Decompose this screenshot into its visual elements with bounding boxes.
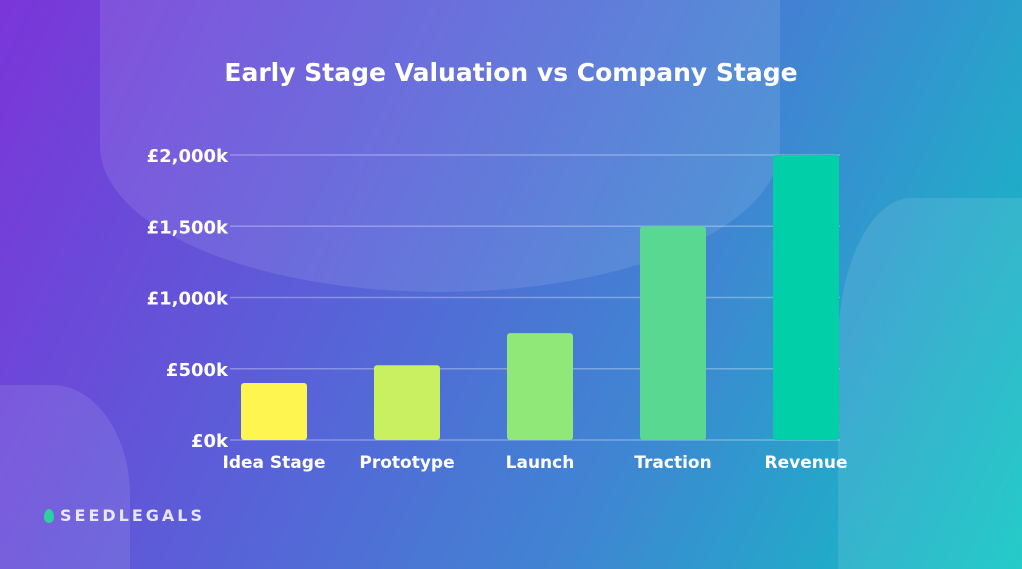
bar-idea-stage [241, 383, 307, 440]
x-tick-label: Prototype [359, 453, 454, 473]
x-tick-label: Idea Stage [223, 453, 326, 473]
bar-revenue [773, 155, 839, 440]
x-tick-label: Revenue [765, 453, 848, 473]
x-tick-label: Traction [634, 453, 711, 473]
brand-name: SEEDLEGALS [60, 506, 206, 525]
y-tick-label: £500k [166, 360, 229, 381]
y-tick-label: £1,000k [147, 289, 229, 310]
bar-prototype [374, 365, 440, 440]
bar-traction [640, 226, 706, 440]
background-shape [838, 198, 1022, 569]
y-tick-label: £2,000k [147, 146, 229, 167]
y-tick-label: £1,500k [147, 217, 229, 238]
bar-launch [507, 333, 573, 440]
y-tick-label: £0k [191, 431, 229, 452]
x-tick-label: Launch [506, 453, 575, 473]
chart-title: Early Stage Valuation vs Company Stage [224, 58, 798, 87]
seedlegals-logo: SEEDLEGALS [44, 506, 205, 525]
drop-icon [44, 508, 54, 523]
